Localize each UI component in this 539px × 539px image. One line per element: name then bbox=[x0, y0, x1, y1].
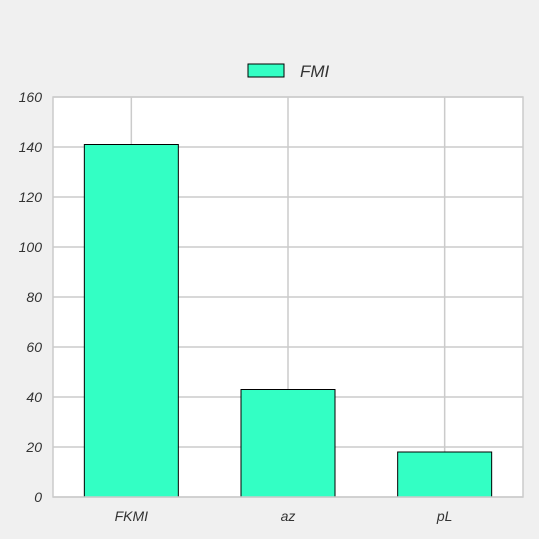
y-tick-label: 60 bbox=[26, 339, 42, 355]
x-axis-ticks: FKMI az pL bbox=[115, 508, 453, 524]
legend-label-fmi: FMI bbox=[300, 62, 330, 81]
x-tick-label: az bbox=[281, 508, 296, 524]
y-tick-label: 0 bbox=[34, 489, 42, 505]
y-tick-label: 120 bbox=[19, 189, 43, 205]
x-tick-label: pL bbox=[436, 508, 453, 524]
y-tick-label: 80 bbox=[26, 289, 42, 305]
legend: FMI bbox=[247, 62, 330, 81]
x-tick-label: FKMI bbox=[115, 508, 149, 524]
y-tick-label: 20 bbox=[25, 439, 42, 455]
y-axis-ticks: 0 20 40 60 80 100 120 140 160 bbox=[19, 89, 43, 505]
bar-pl bbox=[397, 451, 493, 498]
y-tick-label: 140 bbox=[19, 139, 43, 155]
plot-frame bbox=[52, 96, 524, 498]
legend-swatch-fmi bbox=[247, 63, 285, 78]
y-tick-label: 100 bbox=[19, 239, 43, 255]
y-tick-label: 40 bbox=[26, 389, 42, 405]
bar-az bbox=[240, 389, 336, 498]
y-tick-label: 160 bbox=[19, 89, 43, 105]
bar-fkmi bbox=[83, 144, 179, 498]
bars bbox=[83, 144, 493, 498]
